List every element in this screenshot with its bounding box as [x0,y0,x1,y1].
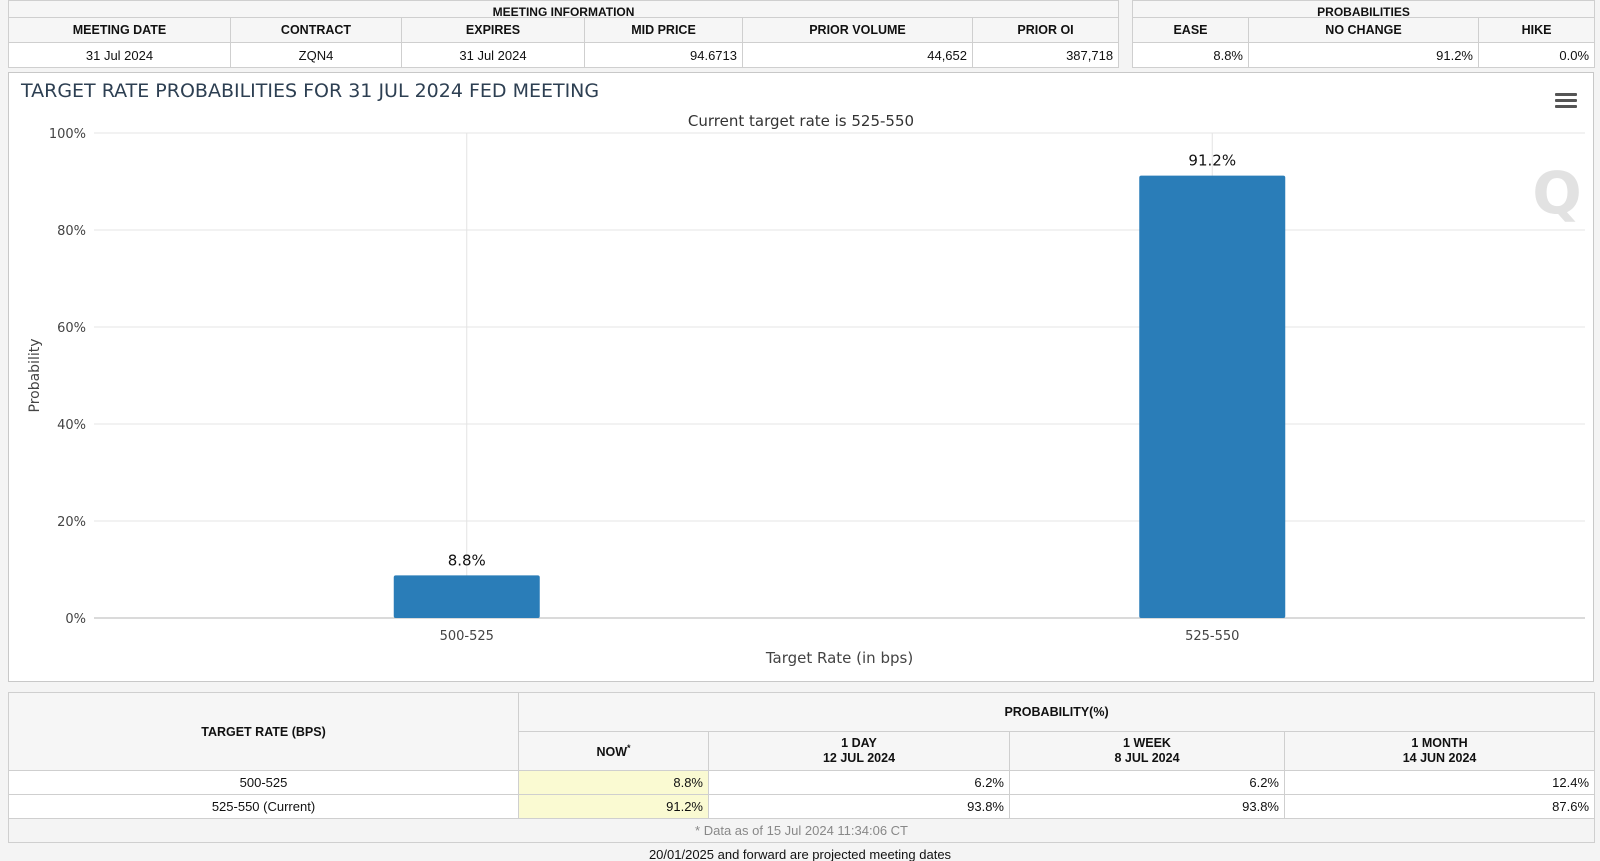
probability-group-header: PROBABILITY(%) [517,692,1596,732]
y-axis-title: Probability [27,338,43,412]
bar-500-525 [393,575,540,618]
table-row: 8.8% 91.2% 0.0% [1132,42,1596,68]
one-month-cell: 12.4% [1283,770,1596,795]
now-marker: * [627,743,631,754]
rate-cell: 500-525 [8,770,519,795]
one-week-cell: 93.8% [1009,794,1285,819]
data-timestamp-note: * Data as of 15 Jul 2024 11:34:06 CT [7,818,1596,843]
col-1-week: 1 WEEK 8 JUL 2024 [1009,731,1285,771]
col-hike: HIKE [1477,17,1596,43]
watermark-logo: Q [1532,159,1581,227]
now-cell: 91.2% [518,794,709,819]
meeting-information-table: MEETING INFORMATION MEETING DATE CONTRAC… [7,0,1120,68]
col-now-label: NOW [596,745,628,760]
x-tick-label: 500-525 [440,629,494,644]
col-meeting-date: MEETING DATE [8,17,231,43]
data-label: 91.2% [1188,152,1236,170]
chart-title: TARGET RATE PROBABILITIES FOR 31 JUL 202… [20,80,599,102]
col-prior-oi: PRIOR OI [971,17,1120,43]
col-contract: CONTRACT [230,17,402,43]
footer-note: 20/01/2025 and forward are projected mee… [648,849,952,861]
no-change-value: 91.2% [1248,42,1479,68]
x-tick-label: 525-550 [1185,629,1239,644]
y-tick-label: 40% [57,418,86,433]
one-day-cell: 6.2% [708,770,1010,795]
table-row: 500-525 8.8% 6.2% 6.2% 12.4% [8,770,1596,795]
y-tick-label: 20% [57,515,86,530]
col-1-month-date: 14 JUN 2024 [1402,751,1477,765]
col-1-week-label: 1 WEEK [1123,736,1171,750]
hike-value: 0.0% [1477,42,1596,68]
meeting-date-value: 31 Jul 2024 [8,42,231,68]
rate-cell: 525-550 (Current) [8,794,519,819]
col-1-month-label: 1 MONTH [1411,736,1468,750]
meeting-info-caption: MEETING INFORMATION [7,0,1120,18]
probabilities-summary-table: PROBABILITIES EASE NO CHANGE HIKE 8.8% 9… [1131,0,1596,68]
chart-panel: TARGET RATE PROBABILITIES FOR 31 JUL 202… [8,72,1594,682]
target-rate-probability-chart: TARGET RATE PROBABILITIES FOR 31 JUL 202… [20,80,1585,667]
data-label: 8.8% [448,551,486,569]
expires-value: 31 Jul 2024 [401,42,585,68]
one-month-cell: 87.6% [1283,794,1596,819]
col-now: NOW* [518,731,709,771]
x-axis-title: Target Rate (in bps) [765,649,913,667]
col-1-month: 1 MONTH 14 JUN 2024 [1283,731,1596,771]
contract-value: ZQN4 [230,42,402,68]
hamburger-menu-icon[interactable] [1555,93,1577,111]
one-day-cell: 93.8% [708,794,1010,819]
ease-value: 8.8% [1132,42,1249,68]
probability-history-table: TARGET RATE (BPS) PROBABILITY(%) NOW* 1 … [7,692,1596,843]
y-tick-label: 0% [65,612,86,627]
col-1-week-date: 8 JUL 2024 [1114,751,1180,765]
prior-oi-value: 387,718 [971,42,1120,68]
col-ease: EASE [1132,17,1249,43]
table-row: 525-550 (Current) 91.2% 93.8% 93.8% 87.6… [8,794,1596,819]
y-tick-label: 100% [49,127,86,142]
chart-subtitle: Current target rate is 525-550 [688,112,914,130]
probabilities-caption: PROBABILITIES [1131,0,1596,18]
mid-price-value: 94.6713 [584,42,743,68]
now-cell: 8.8% [518,770,709,795]
target-rate-header: TARGET RATE (BPS) [8,692,519,771]
y-tick-label: 80% [57,224,86,239]
col-1-day-date: 12 JUL 2024 [822,751,896,765]
table-row: 31 Jul 2024 ZQN4 31 Jul 2024 94.6713 44,… [8,42,1120,68]
col-expires: EXPIRES [401,17,585,43]
col-no-change: NO CHANGE [1248,17,1479,43]
y-tick-label: 60% [57,321,86,336]
col-1-day-label: 1 DAY [841,736,877,750]
col-prior-volume: PRIOR VOLUME [742,17,973,43]
prior-volume-value: 44,652 [742,42,973,68]
bar-525-550 [1139,175,1286,618]
col-1-day: 1 DAY 12 JUL 2024 [708,731,1010,771]
col-mid-price: MID PRICE [584,17,743,43]
one-week-cell: 6.2% [1009,770,1285,795]
